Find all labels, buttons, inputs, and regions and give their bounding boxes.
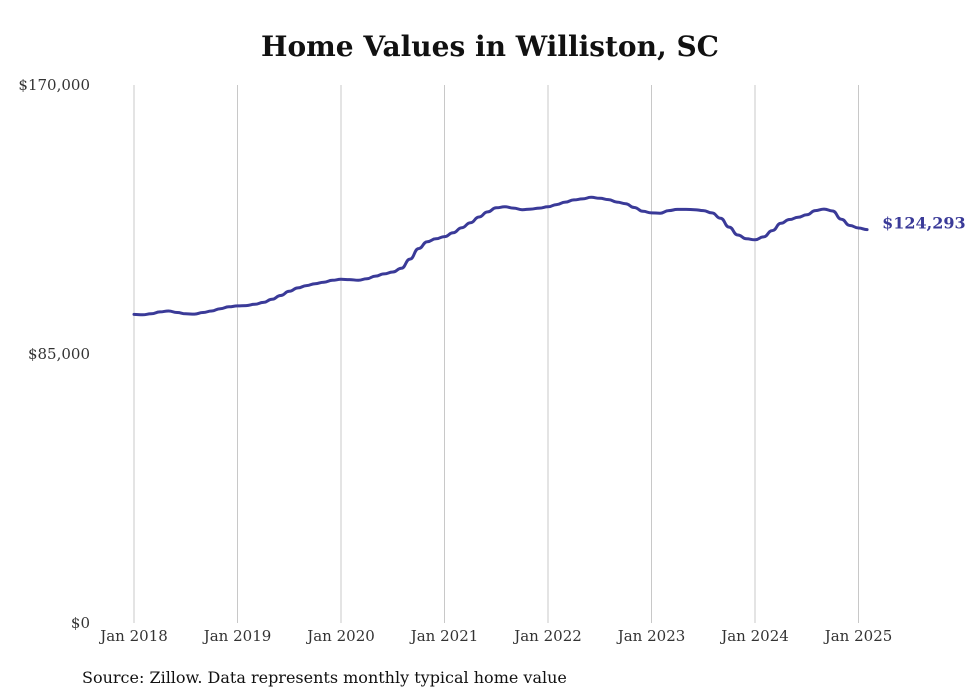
end-labels: $124,293: [882, 214, 966, 233]
end-value-label: $124,293: [882, 214, 966, 233]
y-tick-label: $170,000: [18, 76, 90, 94]
y-axis-ticks: $0 $85,000 $170,000: [18, 76, 90, 632]
grid-lines: [133, 85, 859, 623]
x-tick-label: Jan 2019: [202, 627, 272, 645]
source-note: Source: Zillow. Data represents monthly …: [82, 668, 567, 687]
home-value-line: [132, 195, 869, 317]
x-tick-label: Jan 2020: [305, 627, 375, 645]
y-tick-label: $0: [71, 614, 90, 632]
x-tick-label: Jan 2025: [823, 627, 893, 645]
series-lines: [132, 195, 869, 317]
x-tick-label: Jan 2021: [409, 627, 479, 645]
x-tick-label: Jan 2024: [719, 627, 789, 645]
x-tick-label: Jan 2023: [616, 627, 686, 645]
chart-title: Home Values in Williston, SC: [261, 30, 719, 63]
x-tick-label: Jan 2022: [512, 627, 582, 645]
x-axis-ticks: Jan 2018 Jan 2019 Jan 2020 Jan 2021 Jan 2022…: [98, 627, 892, 645]
y-tick-label: $85,000: [28, 345, 90, 363]
x-tick-label: Jan 2018: [98, 627, 168, 645]
